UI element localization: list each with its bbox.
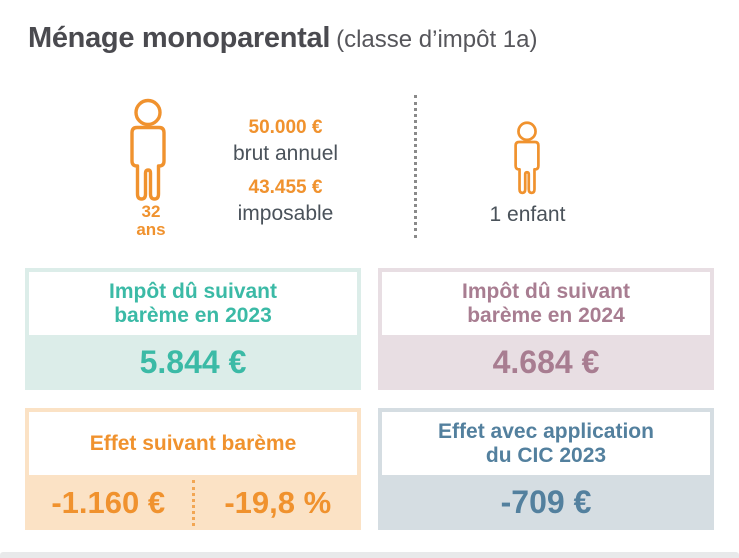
card-title-line: barème en 2023	[114, 303, 272, 327]
card-title-line: du CIC 2023	[485, 443, 607, 467]
card-title-line: Effet suivant barème	[89, 431, 297, 455]
children-count-label: 1 enfant	[489, 203, 566, 226]
card-title-line: barème en 2024	[467, 303, 625, 327]
card-effect-cic-value: -709 €	[500, 484, 592, 520]
vertical-dotted-divider	[414, 95, 417, 238]
page-title-main: Ménage monoparental	[28, 22, 331, 54]
effect-amount-value: -1.160 €	[51, 484, 166, 520]
page-title-sub: (classe d’impôt 1a)	[336, 26, 538, 53]
card-effect-bareme: Effet suivant barème -1.160 € -19,8 %	[25, 408, 361, 530]
card-tax-2024-title: Impôt dû suivant barème en 2024	[382, 272, 710, 335]
card-title-line: Impôt dû suivant	[462, 279, 630, 303]
income-block: 50.000 € brut annuel 43.455 € imposable	[198, 116, 373, 227]
card-tax-2024: Impôt dû suivant barème en 2024 4.684 €	[378, 268, 714, 390]
page-title: Ménage monoparental (classe d’impôt 1a)	[28, 22, 538, 55]
card-effect-bareme-values: -1.160 € -19,8 %	[25, 475, 361, 530]
card-tax-2023: Impôt dû suivant barème en 2023 5.844 €	[25, 268, 361, 390]
taxable-label: imposable	[237, 202, 334, 225]
value-dotted-divider	[191, 479, 195, 526]
effect-percent-value: -19,8 %	[224, 484, 332, 520]
card-tax-2023-title: Impôt dû suivant barème en 2023	[29, 272, 357, 335]
adult-age-label: 32 ans	[131, 203, 171, 239]
adult-age-value: 32	[141, 202, 161, 221]
card-title-line: Effet avec application	[438, 419, 654, 443]
card-tax-2023-value: 5.844 €	[139, 344, 247, 380]
card-effect-cic: Effet avec application du CIC 2023 -709 …	[378, 408, 714, 530]
adult-person-icon	[130, 98, 166, 202]
card-effect-cic-title: Effet avec application du CIC 2023	[382, 412, 710, 475]
gross-amount: 50.000 €	[248, 117, 323, 138]
card-effect-bareme-title: Effet suivant barème	[29, 412, 357, 475]
taxable-amount: 43.455 €	[248, 177, 323, 198]
bottom-edge-bar	[0, 552, 739, 558]
gross-label: brut annuel	[232, 142, 339, 165]
card-tax-2024-value: 4.684 €	[492, 344, 600, 380]
adult-age-unit: ans	[136, 220, 166, 239]
child-person-icon	[514, 121, 540, 195]
card-title-line: Impôt dû suivant	[109, 279, 277, 303]
